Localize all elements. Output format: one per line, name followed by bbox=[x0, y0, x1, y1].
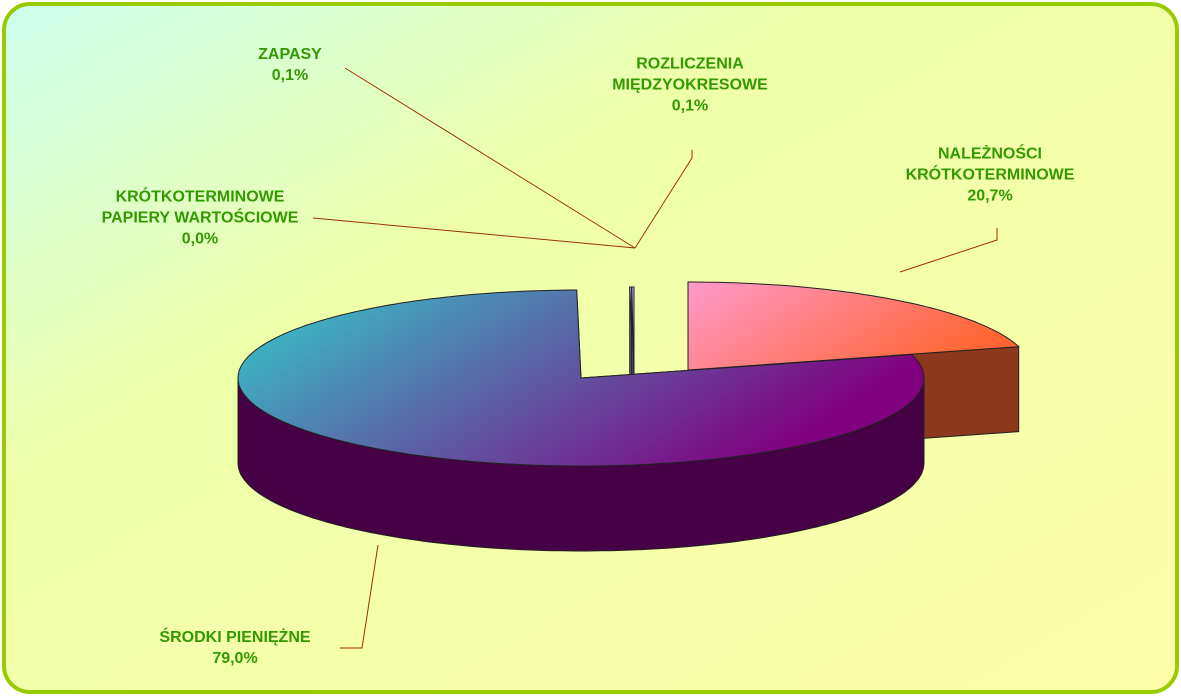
category-label: ŚRODKI PIENIĘŻNE bbox=[159, 629, 311, 646]
value-label: 79,0% bbox=[212, 650, 258, 667]
leader-line bbox=[634, 150, 693, 249]
value-label: 0,0% bbox=[181, 230, 219, 248]
data-label: NALEŻNOŚCI KRÓTKOTERMINOWE 20,7% bbox=[890, 144, 1090, 207]
category-label: KRÓTKOTERMINOWE PAPIERY WARTOŚCIOWE bbox=[101, 188, 299, 227]
data-label: KRÓTKOTERMINOWE PAPIERY WARTOŚCIOWE 0,0% bbox=[85, 187, 315, 250]
leader-line bbox=[899, 228, 998, 273]
category-label: ZAPASY bbox=[258, 46, 322, 63]
category-label: ROZLICZENIA MIĘDZYOKRESOWE bbox=[612, 55, 768, 94]
slice bbox=[237, 289, 925, 552]
data-label: ZAPASY 0,1% bbox=[230, 44, 350, 86]
category-label: NALEŻNOŚCI KRÓTKOTERMINOWE bbox=[905, 145, 1075, 184]
leader-line bbox=[344, 67, 636, 249]
data-label: ROZLICZENIA MIĘDZYOKRESOWE 0,1% bbox=[570, 54, 810, 117]
value-label: 20,7% bbox=[967, 187, 1013, 205]
slice-top bbox=[687, 281, 1020, 371]
value-label: 0,1% bbox=[671, 97, 709, 115]
slice-top bbox=[631, 286, 635, 376]
value-label: 0,1% bbox=[271, 67, 309, 84]
leader-line bbox=[340, 544, 379, 649]
leader-line bbox=[312, 217, 636, 249]
data-label: ŚRODKI PIENIĘŻNE 79,0% bbox=[115, 627, 355, 669]
slice-top bbox=[237, 289, 925, 467]
